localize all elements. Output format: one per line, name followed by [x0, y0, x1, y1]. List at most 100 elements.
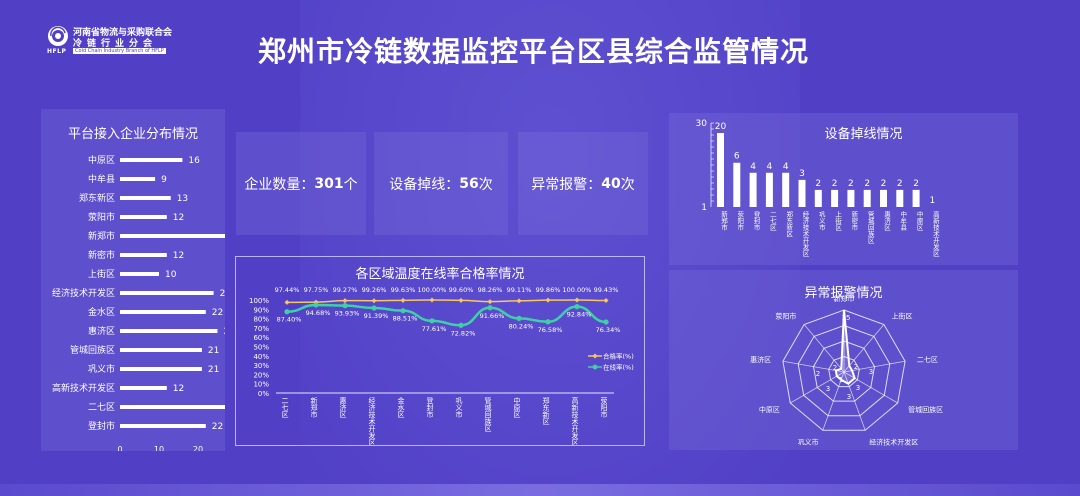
- radar-spoke: [843, 371, 866, 431]
- x-tick-label: 0: [117, 445, 122, 451]
- radar-spoke: [822, 371, 845, 431]
- radar-axis-label: 二七区: [917, 355, 938, 364]
- online-rate-point: [516, 315, 522, 321]
- offline-title: 设备掉线情况: [824, 127, 903, 142]
- radar-spoke: [843, 360, 906, 373]
- bar-value-label: 3: [799, 169, 805, 179]
- radar-ring-label: 3: [826, 385, 830, 393]
- enterprise-count-label: 企业数量：: [244, 176, 315, 193]
- bar: [120, 196, 171, 200]
- bar: [831, 189, 839, 207]
- bar-value-label: 2: [913, 179, 919, 189]
- bar: [120, 291, 214, 295]
- bar-value-label: 4: [750, 162, 756, 172]
- alarm-chart: 新郑市上街区二七区管城回族区经济技术开发区巩义市中原区惠济区荥阳市1223323…: [750, 294, 943, 447]
- bar-value-label: 10: [165, 270, 177, 280]
- pass-rate-label: 99.27%: [333, 286, 358, 294]
- y-tick-label: 70%: [253, 325, 269, 333]
- x-tick-label: 管城回族区: [484, 396, 492, 432]
- bar-value-label: 21: [208, 365, 219, 375]
- bar: [880, 189, 887, 207]
- bar: [717, 133, 724, 207]
- x-tick-label: 经济技术开发区: [368, 396, 376, 445]
- bar: [120, 310, 206, 314]
- y-tick-label: 1: [701, 203, 707, 213]
- bar-category-label: 经济技术开发区: [801, 210, 809, 257]
- pass-rate-label: 99.11%: [507, 286, 532, 294]
- x-tick-label: 金水区: [397, 396, 405, 418]
- bar: [749, 172, 757, 207]
- radar-ring-label: 2: [833, 364, 837, 372]
- y-tick-label: 80%: [253, 316, 269, 324]
- offline-chart: 30 1 20 新郑市 6 荥阳市 4 登封市 4 二七区 4 郑东新区 3 经济技术开发区 2 巩义市 2 上街…: [696, 119, 940, 257]
- bar-category-label: 上街区: [88, 268, 115, 280]
- online-rate-label: 76.58%: [538, 326, 563, 334]
- online-rate-point: [429, 318, 435, 324]
- bar-value-label: 6: [734, 152, 740, 162]
- radar-ring-label: 3: [869, 368, 873, 376]
- pass-rate-point: [516, 298, 522, 304]
- pass-rate-label: 100.00%: [563, 286, 592, 294]
- bar: [782, 172, 790, 207]
- y-tick-label: 60%: [253, 334, 269, 342]
- radar-axis-label: 上街区: [892, 311, 913, 320]
- radar-ring: [828, 355, 860, 388]
- legend-label: 合格率(%): [603, 352, 634, 361]
- y-tick-label: 30: [696, 119, 708, 129]
- bar: [120, 253, 167, 257]
- online-rate-point: [371, 305, 377, 311]
- bar-category-label: 上街区: [834, 210, 842, 231]
- legend-label: 在线率(%): [603, 363, 634, 372]
- online-rate-label: 87.40%: [277, 316, 302, 324]
- online-rate-label: 76.34%: [596, 326, 621, 334]
- bar-value-label: 9: [161, 175, 167, 185]
- radar-axis-label: 新郑市: [834, 294, 855, 303]
- online-rate-label: 92.84%: [567, 311, 592, 319]
- abnormal-alarm-label: 异常报警：: [531, 176, 602, 193]
- radar-axis-label: 经济技术开发区: [869, 438, 918, 447]
- logo-english-name: Cold Chain Industry Branch of HFLP: [73, 48, 166, 54]
- radar-spoke: [843, 324, 885, 373]
- radar-max-label: 15: [842, 314, 851, 322]
- device-offline-card: 设备掉线： 56 次: [374, 132, 508, 235]
- bar-category-label: 郑东新区: [785, 211, 793, 238]
- radar-ring-label: 2: [854, 363, 858, 371]
- logo-abbreviation: HFLP: [47, 48, 67, 55]
- bar-value-label: 25: [224, 327, 226, 337]
- online-rate-label: 72.82%: [451, 329, 476, 337]
- bar-value-label: 12: [173, 384, 184, 394]
- bar-category-label: 惠济区: [883, 210, 891, 231]
- bar-value-label: 2: [815, 179, 821, 189]
- bar: [814, 189, 822, 207]
- bar-value-label: 2: [864, 179, 870, 189]
- online-rate-point: [284, 309, 290, 315]
- bar: [120, 405, 225, 409]
- pass-rate-point: [487, 299, 493, 305]
- radar-ring-label: 3: [847, 393, 851, 401]
- online-rate-label: 80.24%: [509, 322, 534, 330]
- x-tick-label: 20: [193, 445, 203, 451]
- bar-value-label: 2: [848, 179, 854, 189]
- y-tick-label: 30%: [253, 362, 269, 370]
- bar: [120, 348, 202, 352]
- bar-category-label: 惠济区: [88, 325, 115, 337]
- radar-axis-label: 中原区: [759, 405, 780, 414]
- enterprise-count-card: 企业数量： 301 个: [236, 132, 366, 235]
- enterprise-count-unit: 个: [343, 176, 358, 193]
- distribution-chart: 中原区16中牟县9郑东新区13荥阳市12新郑市41新密市12上街区10经济技术开…: [52, 154, 226, 451]
- bar-category-label: 经济技术开发区: [52, 287, 115, 299]
- pass-rate-label: 100.00%: [418, 286, 447, 294]
- x-tick-label: 登封市: [426, 396, 434, 419]
- bar: [798, 179, 806, 207]
- bar-value-label: 4: [783, 162, 789, 172]
- pass-rate-point: [429, 297, 435, 303]
- radar-ring: [812, 340, 876, 402]
- bar-value-label: 1: [930, 196, 936, 206]
- bar-value-label: 13: [177, 194, 188, 204]
- x-tick-label: 惠济区: [339, 396, 347, 418]
- bar-category-label: 二七区: [88, 402, 115, 413]
- radar-axis-label: 惠济区: [750, 355, 771, 364]
- abnormal-alarm-card: 异常报警： 40 次: [518, 132, 648, 235]
- bar-category-label: 新郑市: [88, 230, 115, 242]
- pass-rate-point: [284, 299, 290, 305]
